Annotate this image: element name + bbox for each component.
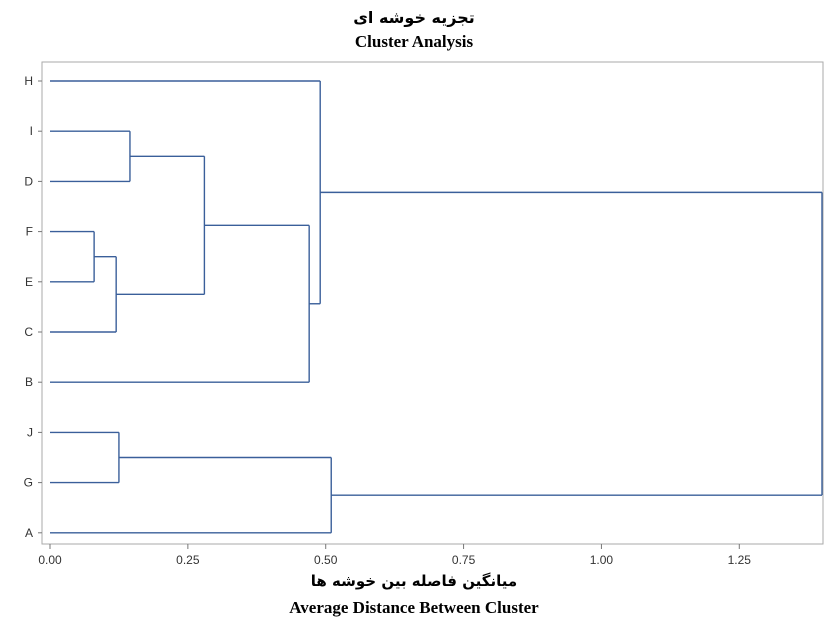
- chart-title: Cluster Analysis: [354, 32, 474, 51]
- x-tick-label: 0.00: [38, 553, 62, 567]
- chart-title-persian: تجزیه خوشه ای: [353, 8, 475, 27]
- leaf-label-i: I: [30, 124, 33, 138]
- leaf-label-g: G: [24, 476, 33, 490]
- x-tick-label: 0.50: [314, 553, 338, 567]
- leaf-label-j: J: [27, 425, 33, 439]
- leaf-label-h: H: [24, 74, 33, 88]
- leaf-label-c: C: [24, 325, 33, 339]
- y-axis: H I D F E C B J G A: [24, 74, 42, 540]
- dendrogram-links: [50, 80, 823, 534]
- leaf-label-d: D: [24, 174, 33, 188]
- x-axis: 0.00 0.25 0.50 0.75 1.00 1.25: [38, 544, 751, 567]
- x-axis-label-persian: میانگین فاصله بین خوشه ها: [310, 572, 518, 590]
- x-tick-label: 1.00: [590, 553, 614, 567]
- plot-frame: [41, 61, 824, 545]
- x-tick-label: 1.25: [728, 553, 752, 567]
- x-tick-label: 0.75: [452, 553, 476, 567]
- leaf-label-f: F: [26, 225, 33, 239]
- x-tick-label: 0.25: [176, 553, 200, 567]
- leaf-label-e: E: [25, 275, 33, 289]
- leaf-label-a: A: [25, 526, 33, 540]
- x-axis-label: Average Distance Between Cluster: [289, 598, 539, 617]
- leaf-label-b: B: [25, 375, 33, 389]
